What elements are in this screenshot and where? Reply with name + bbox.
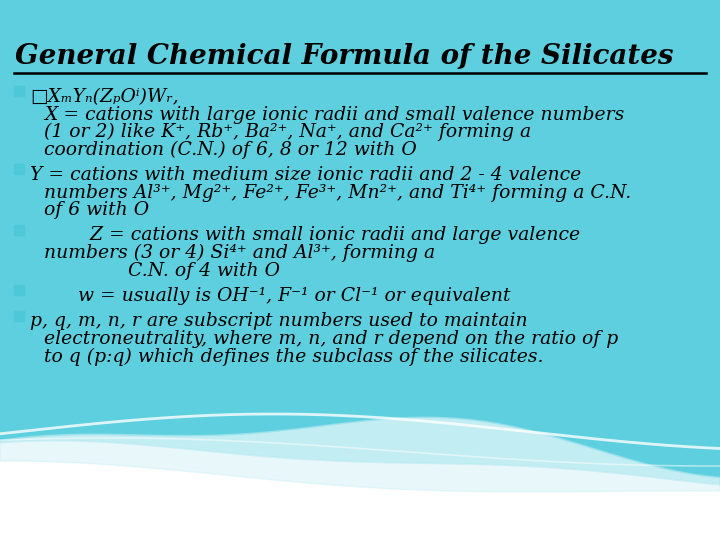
Text: numbers Al³⁺, Mg²⁺, Fe²⁺, Fe³⁺, Mn²⁺, and Ti⁴⁺ forming a C.N.: numbers Al³⁺, Mg²⁺, Fe²⁺, Fe³⁺, Mn²⁺, an…	[44, 184, 631, 201]
Bar	[14, 86, 24, 96]
Text: □XₘYₙ(ZₚOⁱ)Wᵣ,: □XₘYₙ(ZₚOⁱ)Wᵣ,	[30, 88, 179, 106]
Text: C.N. of 4 with O: C.N. of 4 with O	[44, 261, 280, 280]
Bar	[14, 225, 24, 234]
Text: to q (p:q) which defines the subclass of the silicates.: to q (p:q) which defines the subclass of…	[44, 348, 544, 366]
Text: X = cations with large ionic radii and small valence numbers: X = cations with large ionic radii and s…	[44, 105, 624, 124]
Text: numbers (3 or 4) Si⁴⁺ and Al³⁺, forming a: numbers (3 or 4) Si⁴⁺ and Al³⁺, forming …	[44, 244, 435, 262]
Text: (1 or 2) like K⁺, Rb⁺, Ba²⁺, Na⁺, and Ca²⁺ forming a: (1 or 2) like K⁺, Rb⁺, Ba²⁺, Na⁺, and Ca…	[44, 123, 531, 141]
Bar	[14, 285, 24, 295]
Text: coordination (C.N.) of 6, 8 or 12 with O: coordination (C.N.) of 6, 8 or 12 with O	[44, 140, 417, 159]
Bar	[14, 164, 24, 174]
Text: of 6 with O: of 6 with O	[44, 201, 149, 219]
Text: General Chemical Formula of the Silicates: General Chemical Formula of the Silicate…	[15, 43, 673, 70]
Text: w = usually is OH⁻¹, F⁻¹ or Cl⁻¹ or equivalent: w = usually is OH⁻¹, F⁻¹ or Cl⁻¹ or equi…	[30, 287, 510, 305]
Text: Y = cations with medium size ionic radii and 2 - 4 valence: Y = cations with medium size ionic radii…	[30, 166, 581, 184]
Text: Z = cations with small ionic radii and large valence: Z = cations with small ionic radii and l…	[30, 226, 580, 245]
Text: electroneutrality, where m, n, and r depend on the ratio of p: electroneutrality, where m, n, and r dep…	[44, 330, 618, 348]
Bar	[14, 310, 24, 321]
Text: p, q, m, n, r are subscript numbers used to maintain: p, q, m, n, r are subscript numbers used…	[30, 313, 528, 330]
